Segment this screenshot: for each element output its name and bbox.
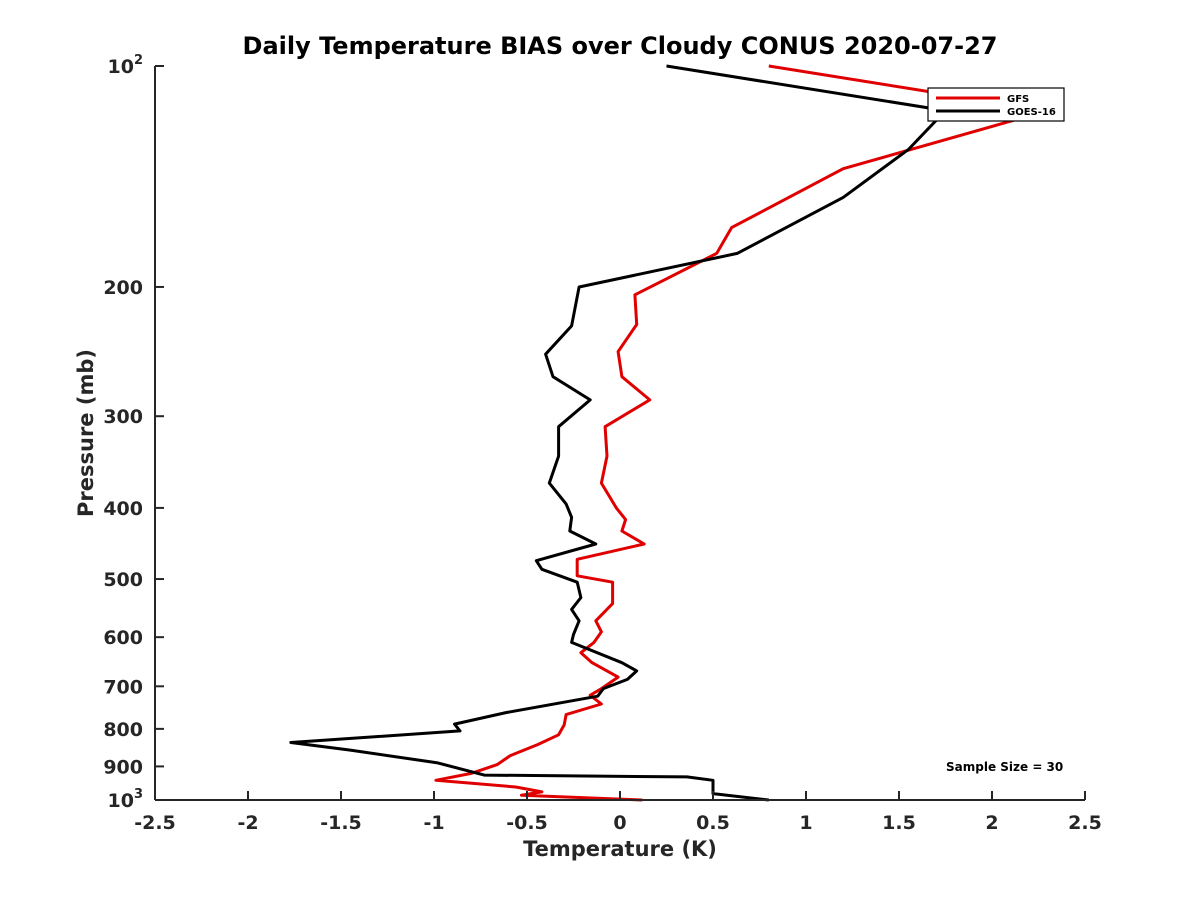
x-tick-label: -1: [423, 812, 444, 834]
x-tick-label: -0.5: [506, 812, 548, 834]
x-tick-label: 0.5: [696, 812, 730, 834]
y-tick-label: 300: [103, 406, 143, 428]
y-tick-label: 102: [108, 53, 144, 78]
legend-label-goes-16: GOES-16: [1007, 107, 1056, 118]
sample-size-annotation: Sample Size = 30: [946, 760, 1063, 774]
x-tick-label: 1: [799, 812, 812, 834]
legend-label-gfs: GFS: [1007, 94, 1029, 105]
legend-box: [927, 87, 1065, 122]
series-line-goes-16: [289, 64, 947, 802]
y-tick-label: 800: [103, 719, 143, 741]
x-tick-label: 0: [613, 812, 626, 834]
chart-title: Daily Temperature BIAS over Cloudy CONUS…: [243, 32, 998, 60]
x-tick-label: -2.5: [134, 812, 176, 834]
plot-lines: [289, 64, 1050, 802]
y-tick-label: 900: [103, 756, 143, 778]
y-tick-label: 200: [103, 277, 143, 299]
y-tick-label: 700: [103, 676, 143, 698]
x-tick-label: 1.5: [882, 812, 916, 834]
x-tick-label: -1.5: [320, 812, 362, 834]
x-ticks: -2.5 -2 -1.5 -1 -0.5 0 0.5 1 1.5 2 2.5: [134, 791, 1102, 834]
x-axis-label: Temperature (K): [523, 837, 717, 861]
y-tick-label: 600: [103, 627, 143, 649]
y-tick-label: 103: [108, 787, 144, 812]
y-ticks: 102 200 300 400 500 600 700 800 900 103: [103, 53, 164, 812]
legend: GFS GOES-16: [927, 87, 1065, 122]
y-axis-label: Pressure (mb): [74, 349, 98, 517]
x-tick-label: 2: [985, 812, 998, 834]
y-tick-label: 500: [103, 569, 143, 591]
y-tick-label: 400: [103, 498, 143, 520]
x-tick-label: 2.5: [1068, 812, 1102, 834]
x-tick-label: -2: [237, 812, 258, 834]
series-line-gfs: [434, 64, 1050, 802]
